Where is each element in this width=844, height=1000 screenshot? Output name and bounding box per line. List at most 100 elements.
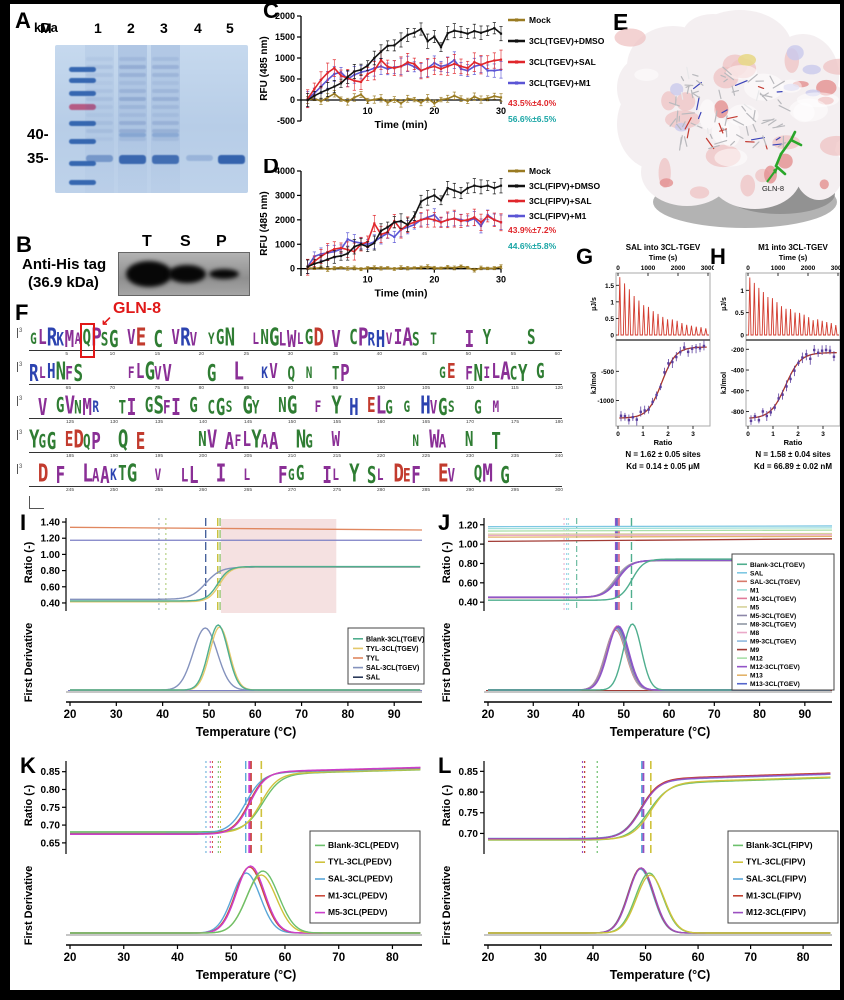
- svg-text:Mock: Mock: [529, 15, 551, 25]
- svg-text:50: 50: [617, 709, 630, 721]
- svg-text:K: K: [20, 753, 36, 778]
- svg-text:0.85: 0.85: [459, 767, 479, 778]
- svg-text:First Derivative: First Derivative: [23, 866, 35, 945]
- series-3CL(TGEV)+SAL: [306, 49, 503, 109]
- svg-text:0: 0: [290, 264, 295, 274]
- svg-text:30: 30: [117, 952, 130, 964]
- gel-lane-label: 4: [194, 20, 202, 36]
- svg-text:1: 1: [771, 431, 775, 438]
- svg-text:µJ/s: µJ/s: [591, 297, 598, 311]
- svg-text:1.5: 1.5: [605, 283, 614, 290]
- svg-text:0: 0: [746, 265, 750, 272]
- series-3CL(FIPV)+DMSO: [306, 178, 503, 274]
- svg-text:M12: M12: [750, 656, 763, 663]
- svg-text:44.6%±5.8%: 44.6%±5.8%: [508, 241, 557, 251]
- blot-lane-label: P: [216, 233, 227, 250]
- svg-text:Ratio (-): Ratio (-): [441, 541, 453, 583]
- svg-text:0.65: 0.65: [41, 838, 61, 849]
- svg-text:90: 90: [798, 709, 811, 721]
- svg-text:-400: -400: [731, 368, 744, 375]
- svg-text:10: 10: [363, 275, 373, 285]
- svg-text:0.80: 0.80: [459, 559, 479, 570]
- panel-l-tsa: L 0.85 0.80 0.75 0.70 Ratio (-) First Derivati…: [438, 753, 839, 982]
- antibody-label-2: (36.9 kDa): [28, 274, 99, 291]
- svg-text:N = 1.62 ± 0.05 sites: N = 1.62 ± 0.05 sites: [625, 450, 701, 459]
- svg-text:3CL(FIPV)+DMSO: 3CL(FIPV)+DMSO: [529, 181, 600, 191]
- svg-text:Temperature (°C): Temperature (°C): [196, 725, 297, 739]
- svg-text:Temperature (°C): Temperature (°C): [610, 968, 711, 982]
- svg-text:L: L: [438, 753, 451, 778]
- series-Mock: [306, 90, 503, 108]
- svg-text:1000: 1000: [275, 239, 295, 249]
- svg-text:70: 70: [332, 952, 345, 964]
- svg-text:2: 2: [796, 431, 800, 438]
- svg-text:kJ/mol: kJ/mol: [591, 372, 598, 394]
- svg-text:RFU (485 nm): RFU (485 nm): [259, 36, 270, 100]
- svg-text:0: 0: [290, 95, 295, 105]
- svg-text:M5-3CL(PEDV): M5-3CL(PEDV): [328, 907, 388, 917]
- svg-text:90: 90: [388, 709, 401, 721]
- svg-text:RFU (485 nm): RFU (485 nm): [259, 191, 270, 255]
- svg-text:D: D: [263, 159, 279, 178]
- svg-text:N = 1.58 ± 0.04 sites: N = 1.58 ± 0.04 sites: [755, 450, 831, 459]
- svg-text:0.80: 0.80: [41, 785, 61, 796]
- ligand-sticks: [668, 66, 791, 151]
- svg-text:0.5: 0.5: [735, 310, 744, 317]
- svg-text:-500: -500: [277, 116, 295, 126]
- antibody-label-1: Anti-His tag: [22, 256, 107, 273]
- svg-text:0.60: 0.60: [41, 582, 61, 593]
- svg-text:0: 0: [616, 265, 620, 272]
- svg-text:First Derivative: First Derivative: [441, 623, 453, 702]
- gel-lane-label: 5: [226, 20, 234, 36]
- svg-text:1: 1: [740, 288, 744, 295]
- svg-text:10: 10: [363, 106, 373, 116]
- svg-text:Time (min): Time (min): [375, 119, 428, 131]
- svg-text:80: 80: [341, 709, 354, 721]
- svg-text:-600: -600: [731, 388, 744, 395]
- svg-text:SAL-3CL(PEDV): SAL-3CL(PEDV): [328, 874, 393, 884]
- svg-text:I: I: [20, 510, 26, 535]
- svg-text:-1000: -1000: [597, 398, 614, 405]
- blot-lane-label: S: [180, 233, 191, 250]
- svg-text:M5-3CL(TGEV): M5-3CL(TGEV): [750, 613, 796, 620]
- gel-lane-label: 1: [94, 20, 102, 36]
- svg-text:3: 3: [821, 431, 825, 438]
- svg-text:20: 20: [64, 709, 77, 721]
- svg-text:TYL-3CL(PEDV): TYL-3CL(PEDV): [328, 857, 392, 867]
- svg-text:-200: -200: [731, 347, 744, 354]
- svg-text:3000: 3000: [701, 265, 714, 272]
- svg-text:40: 40: [572, 709, 585, 721]
- svg-text:Ratio (-): Ratio (-): [23, 541, 35, 583]
- series-Mock: [306, 264, 503, 273]
- series-3CL(TGEV)+DMSO: [306, 22, 503, 107]
- svg-text:0: 0: [740, 333, 744, 340]
- svg-text:70: 70: [295, 709, 308, 721]
- svg-text:M8: M8: [750, 630, 759, 637]
- svg-text:1: 1: [641, 431, 645, 438]
- svg-text:M12-3CL(TGEV): M12-3CL(TGEV): [750, 664, 800, 671]
- svg-text:-800: -800: [731, 409, 744, 416]
- svg-text:M9: M9: [750, 647, 759, 654]
- sds-page-gel: [55, 45, 248, 193]
- svg-text:0: 0: [616, 431, 620, 438]
- panel-g-label: G: [576, 244, 594, 269]
- gel-marker-35: 35-: [27, 150, 49, 167]
- svg-text:J: J: [438, 510, 450, 535]
- svg-text:SAL-3CL(FIPV): SAL-3CL(FIPV): [746, 874, 807, 884]
- panel-h-label: H: [710, 244, 726, 269]
- svg-text:3CL(FIPV)+M1: 3CL(FIPV)+M1: [529, 211, 587, 221]
- svg-text:M13-3CL(TGEV): M13-3CL(TGEV): [750, 681, 800, 688]
- svg-text:80: 80: [797, 952, 810, 964]
- svg-text:3CL(TGEV)+SAL: 3CL(TGEV)+SAL: [529, 57, 596, 67]
- gln8-residue: [766, 130, 803, 183]
- svg-text:50: 50: [203, 709, 216, 721]
- svg-text:50: 50: [639, 952, 652, 964]
- svg-text:0.40: 0.40: [41, 598, 61, 609]
- svg-text:kJ/mol: kJ/mol: [721, 372, 728, 394]
- svg-text:40: 40: [587, 952, 600, 964]
- svg-text:1.00: 1.00: [459, 540, 479, 551]
- svg-text:0.60: 0.60: [459, 578, 479, 589]
- svg-text:56.6%±6.5%: 56.6%±6.5%: [508, 114, 557, 124]
- svg-text:0.70: 0.70: [41, 821, 61, 832]
